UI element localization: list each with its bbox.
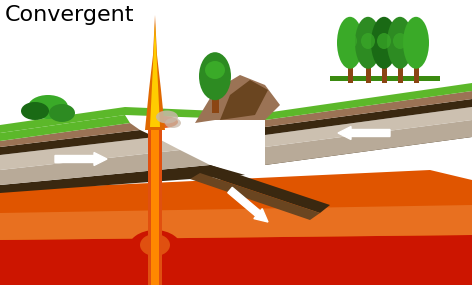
Ellipse shape — [343, 33, 357, 49]
Bar — [414, 61, 419, 83]
Ellipse shape — [199, 52, 231, 100]
Polygon shape — [0, 137, 180, 170]
Polygon shape — [0, 123, 140, 147]
Polygon shape — [265, 83, 472, 120]
FancyArrow shape — [228, 187, 268, 222]
FancyArrow shape — [55, 152, 107, 166]
Ellipse shape — [156, 111, 178, 123]
Ellipse shape — [21, 102, 49, 120]
Polygon shape — [265, 120, 472, 165]
Polygon shape — [0, 235, 472, 285]
Ellipse shape — [393, 33, 407, 49]
Polygon shape — [0, 150, 210, 185]
Polygon shape — [0, 170, 472, 285]
Ellipse shape — [361, 33, 375, 49]
Polygon shape — [220, 80, 268, 120]
Polygon shape — [265, 99, 472, 135]
Polygon shape — [151, 127, 159, 285]
Polygon shape — [148, 127, 162, 285]
FancyArrow shape — [338, 127, 390, 139]
Ellipse shape — [205, 61, 225, 79]
Bar — [366, 61, 371, 83]
Ellipse shape — [140, 234, 170, 256]
Polygon shape — [0, 115, 130, 141]
Polygon shape — [0, 205, 472, 240]
Polygon shape — [265, 130, 472, 165]
Bar — [382, 61, 387, 83]
Polygon shape — [265, 91, 472, 127]
Ellipse shape — [337, 17, 363, 69]
Ellipse shape — [28, 95, 68, 119]
Ellipse shape — [371, 17, 397, 69]
Ellipse shape — [165, 118, 181, 128]
Bar — [398, 61, 403, 83]
Ellipse shape — [49, 104, 75, 122]
Text: Convergent: Convergent — [5, 5, 135, 25]
Polygon shape — [200, 165, 330, 213]
Polygon shape — [0, 165, 245, 193]
Polygon shape — [190, 173, 320, 220]
Polygon shape — [195, 75, 280, 123]
Bar — [348, 61, 353, 83]
Bar — [212, 93, 219, 113]
Ellipse shape — [127, 230, 183, 270]
Ellipse shape — [148, 116, 178, 128]
Polygon shape — [330, 76, 440, 81]
Ellipse shape — [387, 17, 413, 69]
Ellipse shape — [403, 17, 429, 69]
Polygon shape — [0, 130, 155, 155]
Ellipse shape — [409, 33, 423, 49]
Polygon shape — [265, 107, 472, 147]
Ellipse shape — [377, 33, 391, 49]
Polygon shape — [125, 107, 265, 120]
Polygon shape — [0, 107, 125, 133]
Polygon shape — [150, 23, 160, 127]
Ellipse shape — [355, 17, 381, 69]
Polygon shape — [145, 15, 165, 130]
